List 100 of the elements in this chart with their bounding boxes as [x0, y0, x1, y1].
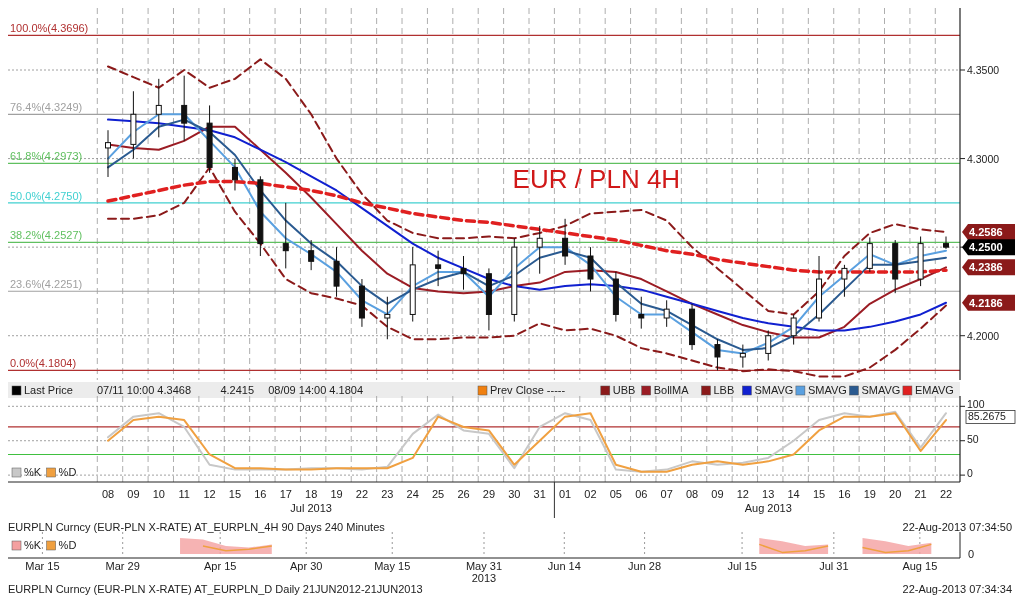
candlestick	[562, 218, 569, 266]
candlestick	[105, 129, 111, 178]
text: 4.2386	[969, 261, 1003, 274]
y-tick-label: 0	[967, 467, 973, 480]
annotation: 08/09 14:00 4.1804	[268, 384, 364, 396]
legend-label: SMAVG	[754, 384, 794, 396]
text: 22-Aug-2013 07:34:34	[902, 583, 1012, 595]
legend-label: UBB	[612, 384, 636, 396]
x-tick-label: 12	[203, 488, 216, 500]
legend-label: LBB	[713, 384, 735, 396]
x-tick-label: 08	[101, 488, 115, 500]
x-tick-label: 24	[406, 488, 419, 500]
annotation: 4.2415	[220, 384, 255, 396]
candlestick	[663, 299, 670, 328]
line-series	[107, 58, 947, 316]
candlestick	[384, 296, 391, 340]
text: 2013	[471, 572, 497, 584]
x-tick-label: Jun 28	[628, 560, 662, 572]
text: 22-Aug-2013 07:34:50	[902, 521, 1012, 533]
line-series	[107, 166, 947, 378]
ref-line-label: 100.0%(4.3696)	[10, 22, 89, 35]
y-tick-label: 50	[967, 432, 979, 445]
x-tick-label: 18	[305, 488, 318, 500]
x-tick-label: Mar 29	[105, 560, 140, 572]
x-tick-label: 19	[863, 488, 876, 500]
x-tick-label: 25	[432, 488, 445, 500]
x-tick-label: 06	[635, 488, 648, 500]
x-tick-label: 29	[482, 488, 496, 500]
candlestick	[282, 202, 289, 269]
x-tick-label: 30	[508, 488, 521, 500]
x-tick-label: 07	[660, 488, 673, 500]
x-tick-label: 21	[914, 488, 927, 500]
x-tick-label: 01	[558, 488, 572, 500]
ref-line-label: 50.0%(4.2750)	[10, 189, 83, 202]
text: EURPLN Curncy (EUR-PLN X-RATE) AT_EURPLN_D Daily 21JUN2012-21JUN2013	[8, 583, 423, 595]
y-tick-label: 4.3500	[967, 64, 1000, 76]
candlestick	[943, 236, 949, 250]
x-tick-label: 14	[787, 488, 800, 500]
candlestick	[841, 264, 848, 298]
candlestick	[587, 246, 594, 292]
x-tick-label: Apr 15	[203, 560, 237, 572]
x-tick-label: 22	[939, 488, 953, 500]
text: 4.2586	[969, 225, 1003, 238]
text: EURPLN Curncy (EUR-PLN X-RATE) AT_EURPLN_4H 90 Days 240 Minutes	[8, 521, 386, 533]
x-tick-label: 22	[355, 488, 369, 500]
y-tick-label: 100	[967, 398, 985, 411]
x-tick-label: 20	[889, 488, 902, 500]
candlestick	[536, 225, 543, 275]
x-tick-label: 23	[381, 488, 394, 500]
text: EUR / PLN 4H	[512, 164, 681, 194]
x-tick-label: 15	[812, 488, 826, 500]
x-tick-label: 19	[330, 488, 343, 500]
candlestick	[638, 296, 645, 330]
legend-label: %K	[24, 539, 42, 551]
x-tick-label: 09	[711, 488, 724, 500]
candlestick	[460, 255, 467, 291]
legend-label: %D	[58, 466, 77, 478]
x-tick-label: Apr 30	[290, 560, 323, 572]
ref-line-label: 76.4%(4.3249)	[10, 101, 83, 114]
x-tick-label: 08	[685, 488, 699, 500]
legend-label: %K	[24, 466, 42, 478]
ref-line-label: 0.0%(4.1804)	[10, 357, 77, 370]
candlestick	[765, 329, 772, 362]
x-tick-label: 16	[254, 488, 267, 500]
legend-label: SMAVG	[807, 384, 847, 396]
x-tick-label: Jun 14	[547, 560, 581, 572]
candlestick	[308, 239, 315, 271]
x-tick-label: 09	[127, 488, 140, 500]
text: Jul 2013	[290, 502, 332, 514]
x-tick-label: 05	[609, 488, 622, 500]
ref-line-label: 61.8%(4.2973)	[10, 150, 83, 163]
text: 4.2500	[969, 241, 1003, 254]
legend-label: SMAVG	[861, 384, 901, 396]
candlestick	[231, 158, 238, 191]
candlestick	[155, 78, 162, 138]
candlestick	[739, 344, 746, 369]
x-tick-label: Jul 31	[819, 560, 849, 572]
x-tick-label: 10	[152, 488, 165, 500]
legend-label: EMAVG	[914, 384, 954, 396]
x-tick-label: 12	[736, 488, 749, 500]
x-tick-label: 11	[178, 488, 190, 500]
x-tick-label: 16	[838, 488, 851, 500]
x-tick-label: Aug 15	[902, 560, 938, 572]
text: Aug 2013	[744, 502, 792, 514]
x-tick-label: 15	[228, 488, 242, 500]
x-tick-label: May 15	[374, 560, 411, 572]
x-tick-label: 26	[457, 488, 470, 500]
y-tick-label: 4.2000	[967, 329, 1000, 342]
annotation: 07/11 10:00 4.3468	[97, 384, 191, 396]
x-tick-label: May 31	[465, 560, 503, 572]
annotation: Prev Close -----	[490, 384, 566, 396]
text: 85.2675	[968, 410, 1007, 423]
ref-line-label: 38.2%(4.2527)	[10, 229, 83, 242]
legend-label: BollMA	[653, 384, 690, 396]
x-tick-label: Jul 15	[727, 560, 757, 572]
legend-label: %D	[58, 539, 77, 551]
x-tick-label: 17	[279, 488, 292, 500]
candlestick	[790, 313, 797, 346]
x-tick-label: 13	[762, 488, 775, 500]
candlestick	[181, 75, 188, 142]
